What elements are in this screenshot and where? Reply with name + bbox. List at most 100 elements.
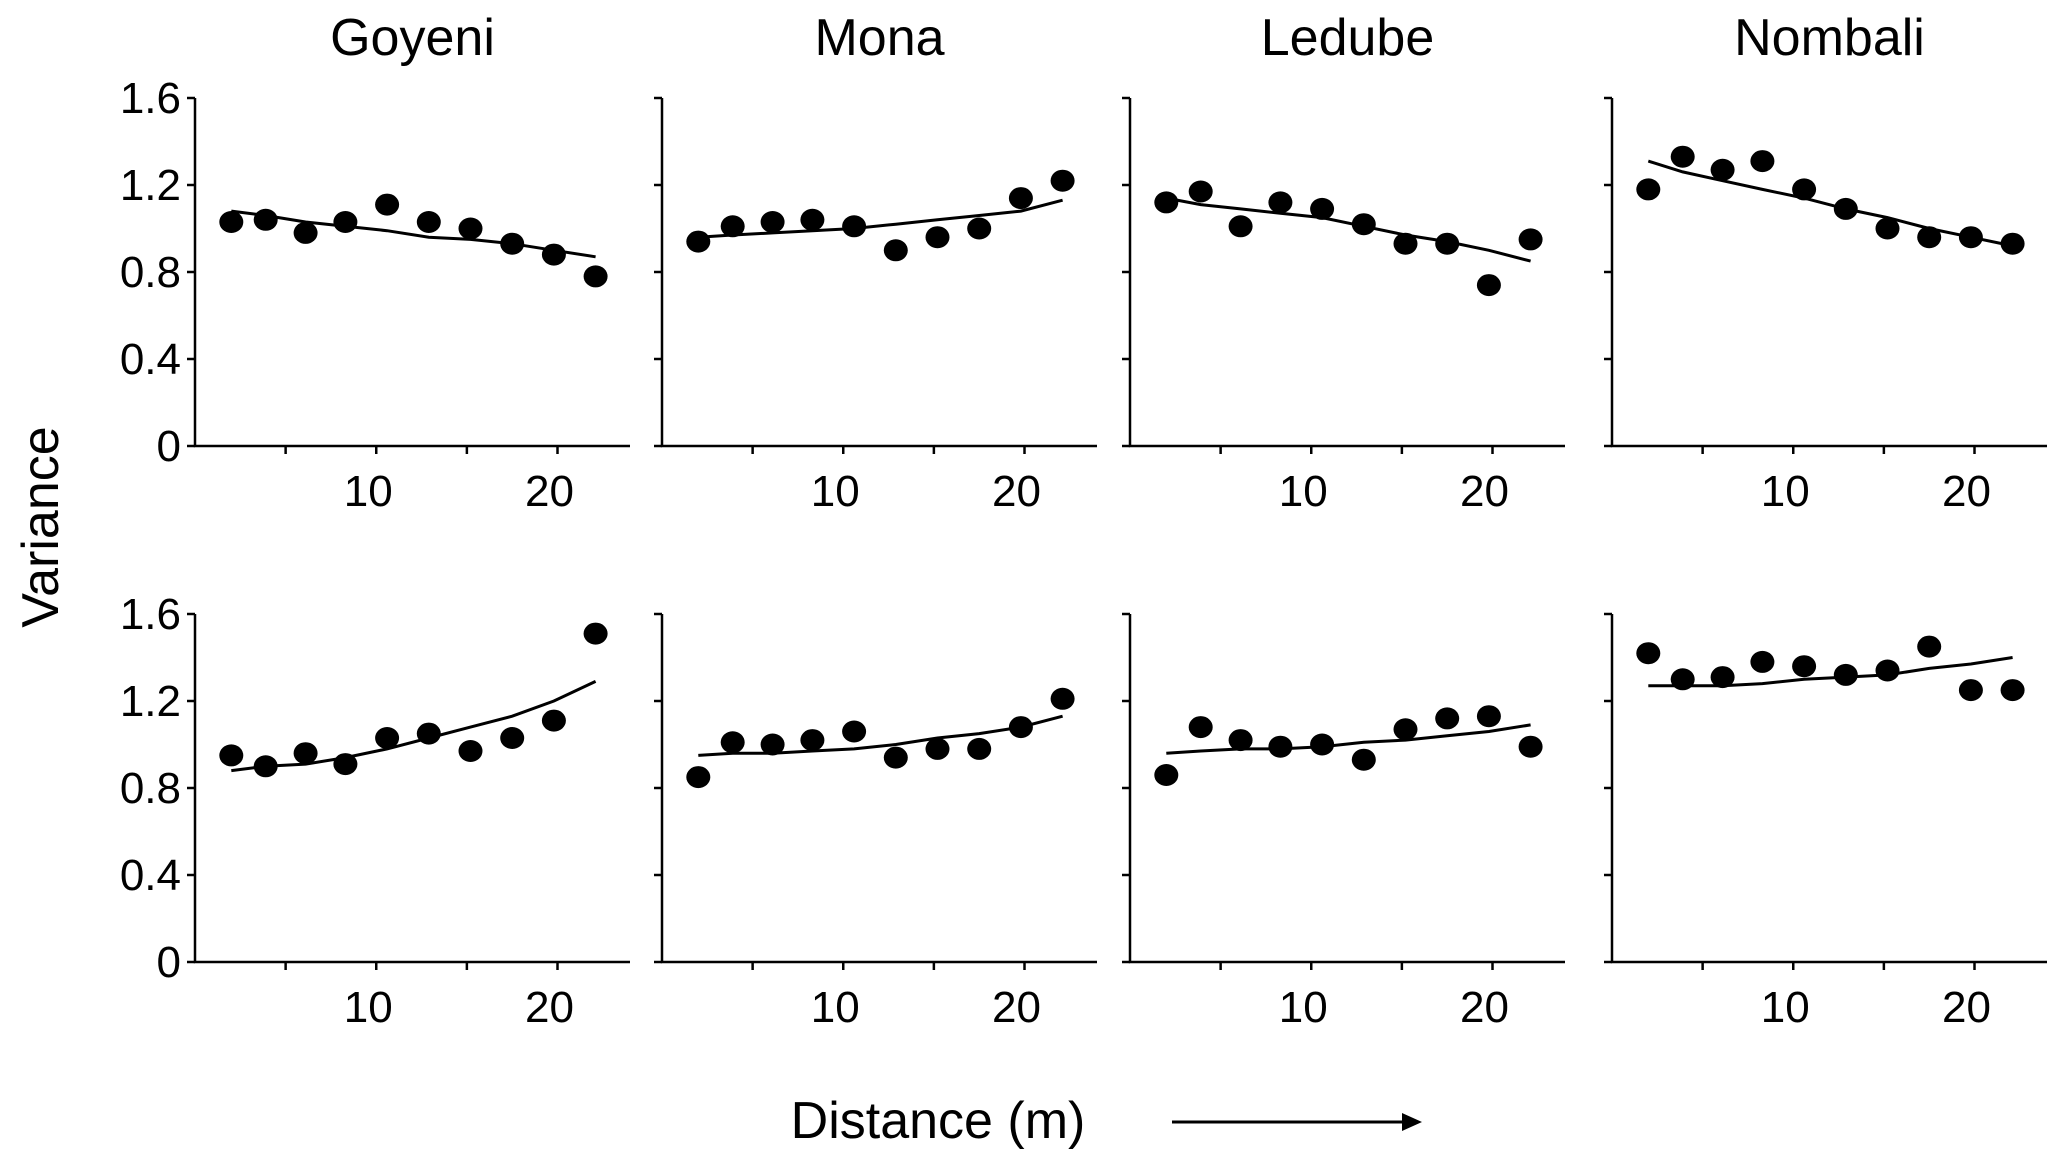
x-tick-label: 10: [811, 983, 860, 1032]
panel-ledube-top: Ledube 10 20: [1122, 9, 1565, 516]
panel-goyeni-top: Goyeni 0 0.4 0.8 1.2 1.6 10 20: [120, 9, 630, 516]
data-point: [1351, 213, 1376, 236]
data-point: [1228, 215, 1253, 238]
x-tick-label: 10: [344, 467, 393, 516]
data-point: [1917, 635, 1942, 658]
panel-title: Ledube: [1261, 9, 1435, 67]
data-point: [1351, 748, 1376, 771]
data-point: [1268, 191, 1293, 214]
data-point: [967, 217, 992, 240]
data-point: [375, 727, 400, 749]
data-point: [720, 215, 745, 238]
data-point: [967, 737, 992, 760]
data-point: [1476, 274, 1501, 297]
x-tick-label: 20: [1942, 467, 1991, 516]
data-point: [1228, 729, 1253, 752]
data-point: [1636, 642, 1661, 665]
data-point: [1188, 716, 1213, 739]
panel-title: Goyeni: [330, 9, 495, 67]
data-point: [1670, 145, 1695, 168]
direction-arrow: [1172, 1113, 1422, 1131]
y-tick-label: 0.4: [120, 335, 181, 384]
data-point: [1917, 226, 1942, 249]
data-point: [253, 755, 278, 778]
data-point: [1435, 232, 1460, 255]
x-axis-label: Distance (m): [791, 1092, 1086, 1149]
data-point: [2000, 679, 2025, 702]
data-point: [686, 766, 711, 789]
data-point: [1310, 733, 1335, 756]
axis-frame: [1610, 614, 2047, 964]
data-point: [1518, 735, 1543, 758]
data-point: [720, 731, 745, 754]
data-point: [686, 230, 711, 253]
data-point: [925, 226, 950, 249]
panel-mona-top: Mona 10 20: [654, 9, 1097, 516]
panels-group: Goyeni 0 0.4 0.8 1.2 1.6 10 20 Mona 10 20 Ledube 10 2…: [120, 9, 2047, 1032]
data-point: [219, 744, 244, 767]
data-point: [1154, 191, 1179, 214]
data-point: [1710, 666, 1735, 689]
data-point: [883, 746, 908, 769]
data-point: [1875, 217, 1900, 240]
y-tick-label: 0: [157, 938, 181, 987]
data-point: [416, 211, 441, 233]
data-point: [1875, 659, 1900, 682]
y-tick-label: 1.6: [120, 74, 181, 123]
data-point: [1050, 687, 1075, 710]
axis-frame: [1128, 98, 1565, 448]
data-point: [1833, 197, 1858, 220]
data-point: [333, 753, 358, 776]
data-point: [1518, 228, 1543, 251]
x-tick-label: 20: [525, 983, 574, 1032]
x-tick-label: 20: [992, 983, 1041, 1032]
data-point: [1476, 705, 1501, 728]
data-point: [500, 727, 525, 749]
axis-frame: [660, 614, 1097, 964]
data-point: [800, 208, 825, 231]
trend-line: [1647, 159, 2013, 248]
x-tick-label: 20: [992, 467, 1041, 516]
trend-line: [698, 198, 1063, 239]
axis-frame: [660, 98, 1097, 448]
panel-nombali-top: Nombali 10 20: [1604, 9, 2047, 516]
x-tick-label: 20: [1460, 467, 1509, 516]
trend-line: [698, 714, 1063, 757]
data-point: [541, 243, 566, 266]
data-point: [2000, 232, 2025, 255]
data-point: [293, 221, 318, 244]
data-point: [1008, 716, 1033, 739]
data-point: [883, 239, 908, 262]
data-point: [1792, 178, 1817, 201]
data-point: [925, 737, 950, 760]
data-point: [333, 211, 358, 233]
x-tick-label: 20: [1942, 983, 1991, 1032]
x-tick-label: 10: [1279, 983, 1328, 1032]
y-tick-label: 0: [157, 422, 181, 471]
data-point: [1958, 226, 1983, 249]
data-point: [1833, 663, 1858, 686]
data-point: [1792, 655, 1817, 678]
data-point: [842, 215, 867, 238]
x-tick-label: 10: [811, 467, 860, 516]
x-tick-label: 10: [1761, 983, 1810, 1032]
trend-line: [1648, 656, 2013, 688]
y-tick-label: 1.2: [120, 161, 181, 210]
axis-frame: [1128, 614, 1565, 964]
data-point: [541, 709, 566, 732]
data-point: [1958, 679, 1983, 702]
data-point: [1750, 150, 1775, 173]
y-tick-label: 0.8: [120, 764, 181, 813]
x-tick-label: 10: [1279, 467, 1328, 516]
data-point: [219, 211, 244, 233]
panel-ledube-bottom: 10 20: [1122, 612, 1565, 1032]
data-point: [253, 208, 278, 231]
data-point: [1050, 169, 1075, 192]
panel-mona-bottom: 10 20: [654, 612, 1097, 1032]
data-point: [1670, 668, 1695, 691]
data-point: [583, 622, 608, 645]
data-point: [293, 742, 318, 765]
data-point: [1750, 650, 1775, 673]
x-tick-label: 20: [1460, 983, 1509, 1032]
